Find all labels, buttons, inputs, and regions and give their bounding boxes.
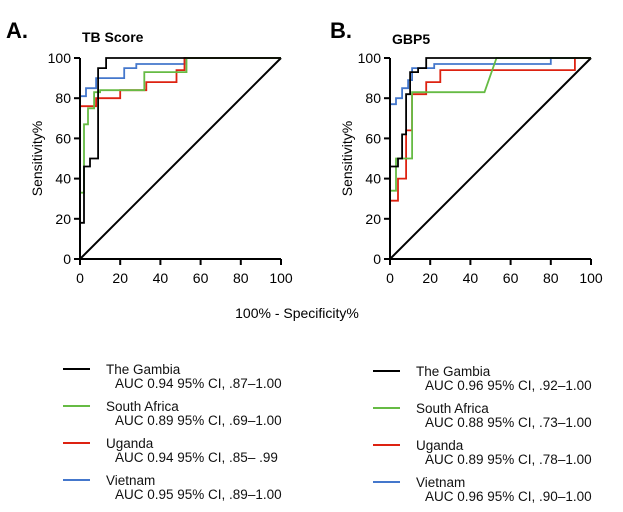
- legend-series-name: The Gambia: [106, 362, 181, 377]
- legend-series-name: Vietnam: [416, 475, 466, 490]
- x-tick-label: 100: [269, 270, 293, 286]
- y-axis-label: Sensitivity%: [339, 121, 355, 196]
- panel-letter: B.: [330, 18, 352, 43]
- legend-auc-text: AUC 0.96 95% CI, .92–1.00: [425, 378, 592, 393]
- legend-swatch: [63, 368, 90, 370]
- chart-title: GBP5: [392, 31, 430, 47]
- y-tick-label: 40: [365, 171, 381, 187]
- legend-swatch: [373, 444, 400, 446]
- legend-series-name: Uganda: [106, 436, 154, 451]
- roc-line-south-africa: [389, 57, 591, 259]
- legend-series-name: South Africa: [416, 401, 489, 416]
- y-tick-label: 20: [55, 211, 71, 227]
- x-tick-label: 20: [422, 270, 438, 286]
- roc-line-the-gambia: [79, 57, 281, 259]
- roc-line-uganda: [79, 57, 281, 259]
- y-axis-label: Sensitivity%: [29, 121, 45, 196]
- y-tick-label: 60: [55, 130, 71, 146]
- legend-swatch: [373, 407, 400, 409]
- y-tick-label: 80: [365, 90, 381, 106]
- y-tick-label: 80: [55, 90, 71, 106]
- x-tick-label: 100: [579, 270, 603, 286]
- y-tick-label: 40: [55, 171, 71, 187]
- legend-series-name: Uganda: [416, 438, 464, 453]
- x-tick-label: 20: [112, 270, 128, 286]
- reference-diagonal: [389, 57, 592, 260]
- legend-series-name: Vietnam: [106, 473, 156, 488]
- y-tick-label: 0: [63, 251, 71, 267]
- roc-figure-svg: A. TB Score 0 20 40 60 80 100 0 20 40 60 80 100 Sensit…: [6, 18, 603, 321]
- y-tick-label: 60: [365, 130, 381, 146]
- legend-swatch: [373, 481, 400, 483]
- legend-swatch: [63, 405, 90, 407]
- x-tick-label: 0: [386, 270, 394, 286]
- legend-swatch: [63, 442, 90, 444]
- legend-swatch: [63, 479, 90, 481]
- y-tick-label: 100: [48, 50, 72, 66]
- panel-b: B. GBP5 0 20 40 60 80 100 0 20 40 60 80 100 Sensitivit…: [330, 18, 603, 286]
- legend-auc-text: AUC 0.94 95% CI, .87–1.00: [115, 376, 282, 391]
- x-tick-label: 40: [153, 270, 169, 286]
- x-tick-label: 0: [76, 270, 84, 286]
- legend-auc-text: AUC 0.88 95% CI, .73–1.00: [425, 415, 592, 430]
- legend-series-name: The Gambia: [416, 364, 491, 379]
- x-tick-label: 80: [233, 270, 249, 286]
- legend-auc-text: AUC 0.89 95% CI, .78–1.00: [425, 452, 592, 467]
- x-tick-label: 40: [463, 270, 479, 286]
- y-tick-label: 0: [373, 251, 381, 267]
- legend-auc-text: AUC 0.95 95% CI, .89–1.00: [115, 487, 282, 502]
- legend-auc-text: AUC 0.96 95% CI, .90–1.00: [425, 489, 592, 504]
- legend-auc-text: AUC 0.89 95% CI, .69–1.00: [115, 413, 282, 428]
- chart-title: TB Score: [82, 29, 144, 45]
- figure: A. TB Score 0 20 40 60 80 100 0 20 40 60 80 100 Sensit…: [6, 18, 603, 504]
- panel-a: A. TB Score 0 20 40 60 80 100 0 20 40 60 80 100 Sensit…: [6, 18, 293, 286]
- roc-line-the-gambia: [389, 57, 591, 259]
- roc-line-vietnam: [389, 57, 591, 259]
- legend-auc-text: AUC 0.94 95% CI, .85– .99: [115, 450, 278, 465]
- legend-series-name: South Africa: [106, 399, 179, 414]
- legend-swatch: [373, 370, 400, 372]
- x-tick-label: 60: [503, 270, 519, 286]
- x-tick-label: 80: [543, 270, 559, 286]
- x-tick-label: 60: [193, 270, 209, 286]
- y-tick-label: 100: [358, 50, 382, 66]
- y-tick-label: 20: [365, 211, 381, 227]
- reference-diagonal: [79, 57, 282, 260]
- x-axis-label: 100% - Specificity%: [235, 305, 359, 321]
- panel-letter: A.: [6, 18, 28, 43]
